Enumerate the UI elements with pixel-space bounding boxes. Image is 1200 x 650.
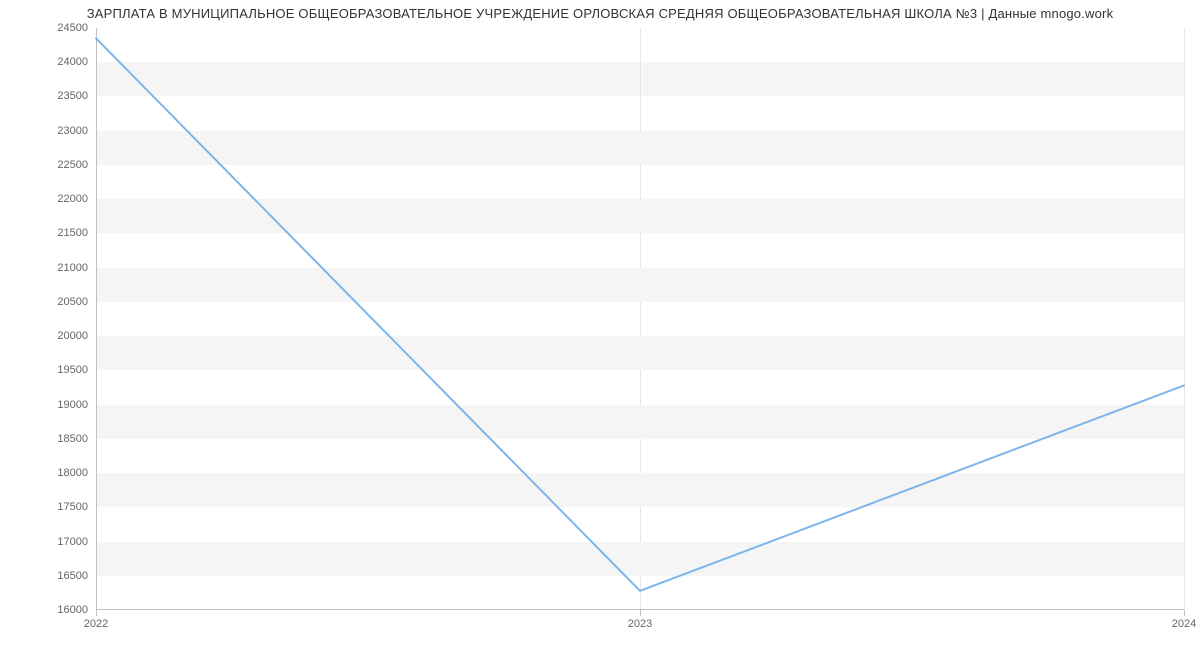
y-tick-label: 24000 xyxy=(57,56,96,68)
y-tick-label: 23500 xyxy=(57,90,96,102)
x-tick-label: 2024 xyxy=(1172,610,1196,630)
y-tick-label: 18000 xyxy=(57,467,96,479)
y-tick-label: 20500 xyxy=(57,296,96,308)
y-tick-label: 22000 xyxy=(57,193,96,205)
y-tick-label: 19000 xyxy=(57,399,96,411)
series-salary xyxy=(96,38,1184,591)
plot-area: 1600016500170001750018000185001900019500… xyxy=(96,28,1184,610)
x-gridline xyxy=(1184,28,1185,610)
y-tick-label: 22500 xyxy=(57,159,96,171)
y-tick-label: 17000 xyxy=(57,536,96,548)
y-tick-label: 17500 xyxy=(57,501,96,513)
y-tick-label: 24500 xyxy=(57,22,96,34)
y-tick-label: 19500 xyxy=(57,364,96,376)
line-series xyxy=(96,28,1184,610)
chart-container: ЗАРПЛАТА В МУНИЦИПАЛЬНОЕ ОБЩЕОБРАЗОВАТЕЛ… xyxy=(0,0,1200,650)
y-tick-label: 21500 xyxy=(57,227,96,239)
y-tick-label: 23000 xyxy=(57,125,96,137)
y-tick-label: 18500 xyxy=(57,433,96,445)
x-tick-label: 2022 xyxy=(84,610,108,630)
chart-title: ЗАРПЛАТА В МУНИЦИПАЛЬНОЕ ОБЩЕОБРАЗОВАТЕЛ… xyxy=(0,6,1200,21)
y-tick-label: 20000 xyxy=(57,330,96,342)
y-tick-label: 16500 xyxy=(57,570,96,582)
y-tick-label: 21000 xyxy=(57,262,96,274)
x-tick-label: 2023 xyxy=(628,610,652,630)
